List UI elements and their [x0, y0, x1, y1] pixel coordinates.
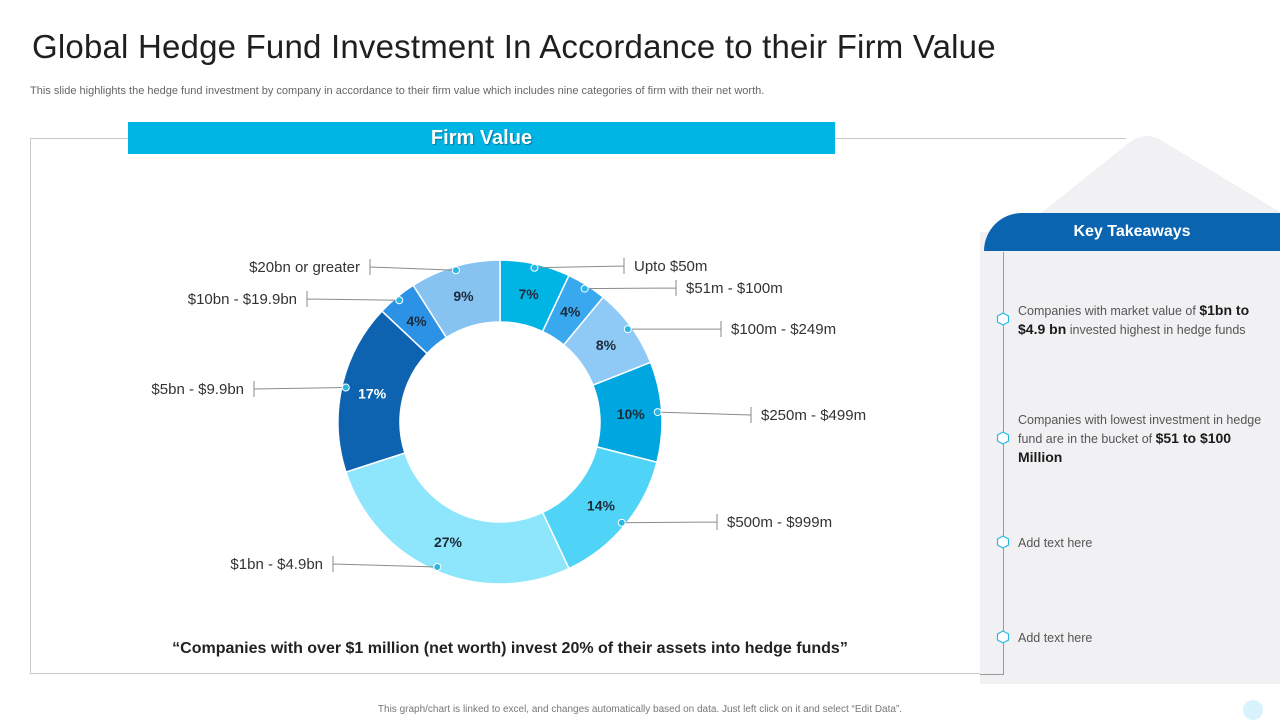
- leader-line: [369, 259, 456, 275]
- firm-value-banner: Firm Value: [128, 122, 835, 154]
- slice-data-label: 14%: [587, 498, 616, 514]
- leader-dot: [341, 383, 350, 392]
- takeaway-item-3[interactable]: Add text here: [1018, 534, 1268, 552]
- slice-data-label: 4%: [406, 313, 427, 329]
- leader-line: [627, 321, 722, 337]
- leader-line: [621, 514, 718, 530]
- slice-data-label: 8%: [596, 337, 617, 353]
- category-label: $250m - $499m: [761, 407, 866, 424]
- slide-subtitle: This slide highlights the hedge fund inv…: [30, 85, 765, 97]
- takeaway-item-2: Companies with lowest investment in hedg…: [1018, 411, 1268, 467]
- donut-slice[interactable]: [344, 451, 570, 585]
- hexagon-bullet-icon: [996, 431, 1010, 445]
- donut-slice[interactable]: [412, 259, 501, 339]
- leader-dot: [580, 284, 589, 293]
- takeaway-text: Add text here: [1018, 631, 1093, 645]
- slice-data-label: 17%: [358, 385, 387, 401]
- takeaway-item-4[interactable]: Add text here: [1018, 629, 1268, 647]
- hexagon-bullet-icon: [996, 630, 1010, 644]
- category-label: $5bn - $9.9bn: [151, 381, 244, 398]
- leader-dot: [530, 263, 539, 272]
- chart-quote: “Companies with over $1 million (net wor…: [172, 640, 848, 657]
- slice-data-label: 4%: [560, 303, 581, 319]
- leader-line: [306, 291, 400, 307]
- leader-line: [584, 280, 677, 296]
- category-label: $500m - $999m: [727, 514, 832, 531]
- takeaways-panel: [980, 232, 1280, 684]
- category-label: $51m - $100m: [686, 280, 783, 297]
- takeaway-text: Companies with lowest investment in hedg…: [1018, 413, 1262, 446]
- hexagon-bullet-icon: [996, 312, 1010, 326]
- leader-line: [332, 556, 438, 572]
- leader-dot: [617, 518, 626, 527]
- category-label: $1bn - $4.9bn: [230, 556, 323, 573]
- panel-roof-shape: [1020, 136, 1280, 230]
- category-label: $100m - $249m: [731, 321, 836, 338]
- timeline-line: [1003, 252, 1004, 674]
- takeaway-text: invested highest in hedge funds: [1066, 323, 1246, 337]
- takeaway-text: Add text here: [1018, 536, 1093, 550]
- donut-chart[interactable]: 7% Upto $50m 4% $51m - $100m 8% $100m - $249m…: [0, 0, 980, 720]
- category-label: $20bn or greater: [249, 259, 360, 276]
- hexagon-bullet-icon: [996, 535, 1010, 549]
- leader-dot: [451, 266, 460, 275]
- slide-title: Global Hedge Fund Investment In Accordan…: [32, 28, 996, 65]
- slice-data-label: 9%: [453, 288, 474, 304]
- leader-line: [657, 407, 752, 423]
- takeaway-highlight: $51 to $100 Million: [1018, 430, 1232, 465]
- leader-dot: [433, 563, 442, 572]
- timeline-foot: [980, 674, 1004, 675]
- takeaway-text: Companies with market value of: [1018, 304, 1200, 318]
- slice-data-label: 10%: [617, 406, 646, 422]
- slice-data-label: 27%: [434, 534, 463, 550]
- leader-dot: [395, 296, 404, 305]
- leader-line: [253, 381, 346, 397]
- leader-dot: [653, 408, 662, 417]
- corner-decoration: [1243, 700, 1263, 720]
- slice-data-label: 7%: [518, 286, 539, 302]
- category-label: $10bn - $19.9bn: [188, 291, 297, 308]
- category-label: Upto $50m: [634, 258, 707, 275]
- takeaway-item-1: Companies with market value of $1bn to $…: [1018, 301, 1268, 339]
- leader-line: [534, 258, 625, 274]
- takeaways-header: Key Takeaways: [984, 213, 1280, 251]
- takeaway-highlight: $1bn to $4.9 bn: [1018, 302, 1250, 337]
- edit-data-footnote: This graph/chart is linked to excel, and…: [377, 704, 903, 715]
- leader-dot: [623, 325, 632, 334]
